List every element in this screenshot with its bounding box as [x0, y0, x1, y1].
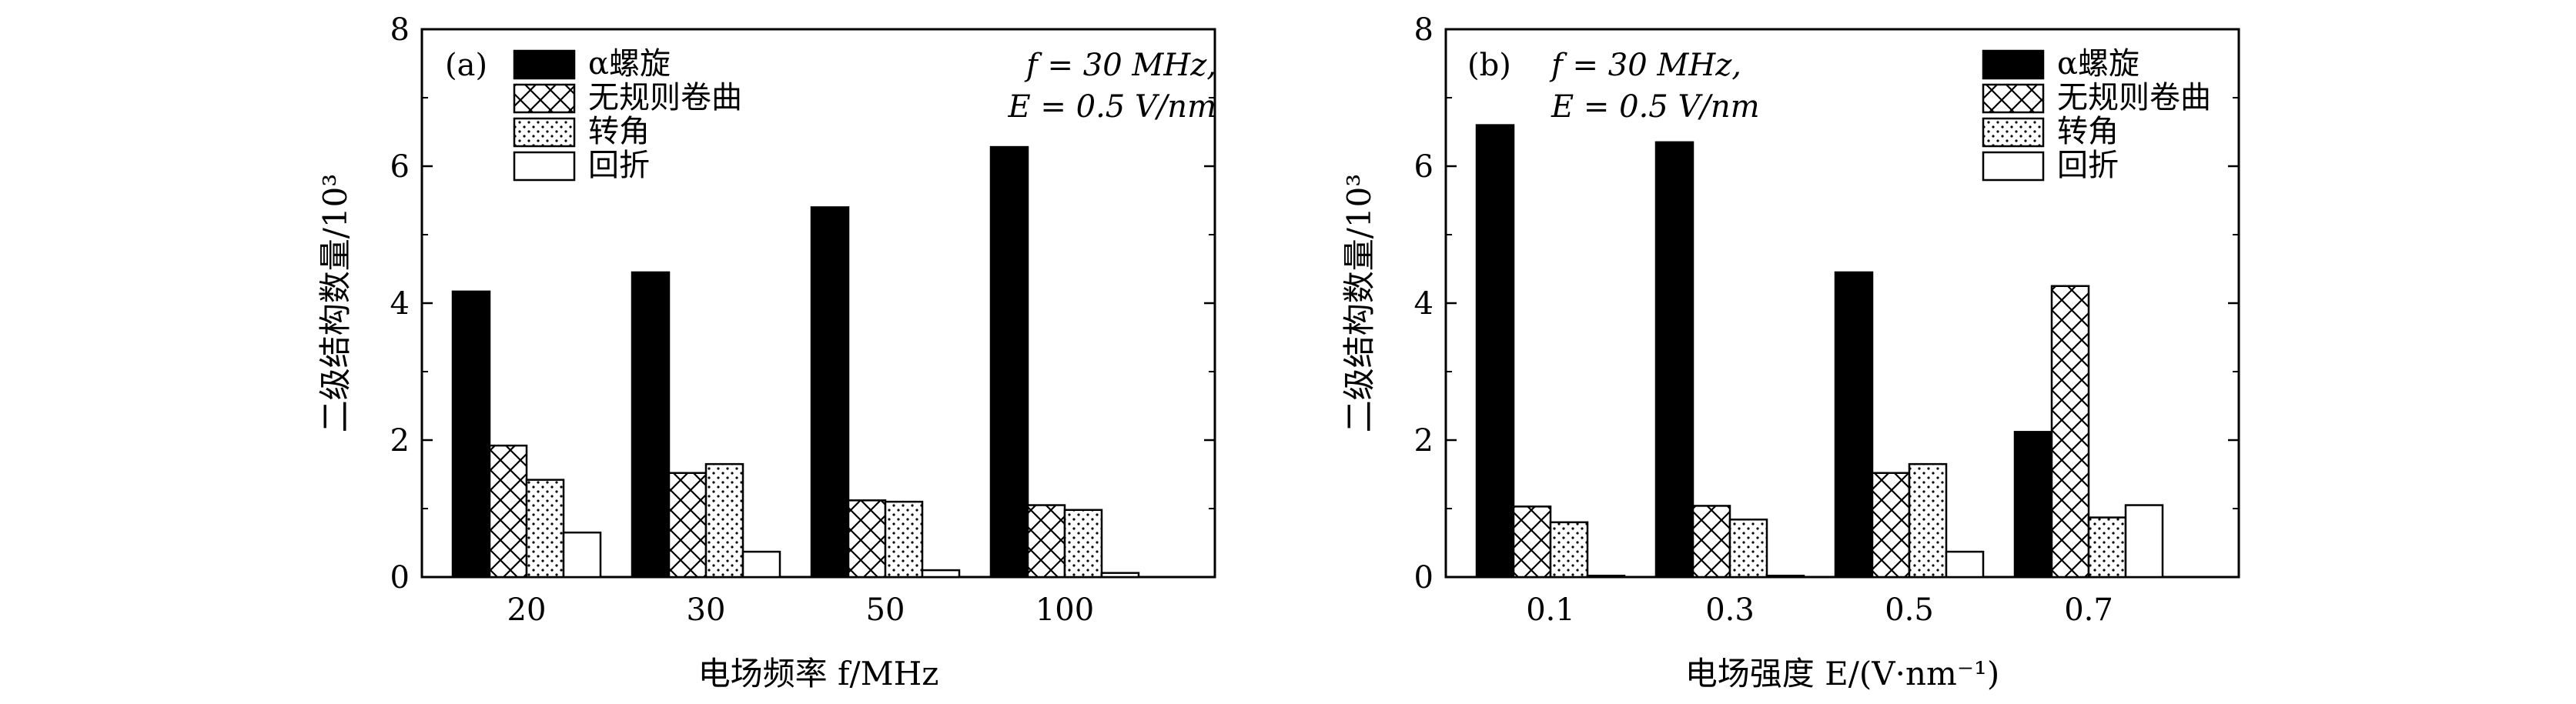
x-axis-title: 电场频率 f/MHz [698, 655, 939, 692]
y-axis: 0 2 4 6 8 [390, 12, 1215, 596]
y-tick-label: 0 [1414, 560, 1434, 596]
x-tick-label: 100 [1035, 592, 1094, 628]
legend-swatch [513, 151, 576, 182]
bar [488, 444, 528, 579]
x-tick-label: 20 [507, 592, 547, 628]
annotation-line-2: E = 0.5 V/nm [1007, 89, 1216, 125]
x-tick-label: 30 [687, 592, 726, 628]
bar [1908, 462, 1948, 579]
y-tick-label: 8 [390, 12, 410, 48]
legend-label: 回折 [588, 148, 650, 183]
bar [451, 290, 491, 579]
annotation-line-2: E = 0.5 V/nm [1551, 89, 1760, 125]
legend-swatch [1982, 49, 2045, 80]
legend-label: 无规则卷曲 [2057, 80, 2211, 115]
legend-label: 无规则卷曲 [588, 80, 742, 115]
y-tick-label: 2 [390, 423, 410, 459]
bar [810, 206, 850, 579]
y-tick-label: 4 [1414, 286, 1434, 322]
bar [2013, 431, 2053, 579]
bar [1063, 509, 1103, 579]
y-tick-label: 0 [390, 560, 410, 596]
annotation-line-1: f = 30 MHz, [1024, 48, 1216, 83]
bar [1691, 505, 1731, 579]
y-tick-label: 4 [390, 286, 410, 322]
panel-label: (b) [1467, 48, 1511, 83]
bar [741, 550, 781, 579]
x-tick-label: 50 [866, 592, 905, 628]
x-tick-label: 0.1 [1526, 592, 1575, 628]
legend-swatch [1982, 151, 2045, 182]
legend-swatch [1982, 117, 2045, 148]
legend-label: α螺旋 [2057, 46, 2139, 82]
legend-swatch [1982, 83, 2045, 114]
x-axis: 0.1 0.3 0.5 0.7 [1526, 592, 2113, 628]
panel-a: 0 2 4 6 8 20 30 50 100 (a) f = 30 MHz, E = 0.5 … [316, 12, 1216, 692]
legend-swatch [513, 83, 576, 114]
x-tick-label: 0.3 [1705, 592, 1755, 628]
bar [1654, 141, 1694, 579]
bar [1586, 574, 1626, 579]
bar [1100, 572, 1140, 579]
bar [2124, 504, 2164, 579]
bar [562, 531, 602, 579]
bar [1512, 505, 1552, 579]
y-tick-label: 6 [1414, 149, 1434, 185]
bar [525, 479, 565, 579]
annotation-line-1: f = 30 MHz, [1549, 48, 1741, 83]
y-tick-label: 2 [1414, 423, 1434, 459]
y-axis: 0 2 4 6 8 [1414, 12, 2239, 596]
y-axis-title: 二级结构数量/10³ [316, 174, 354, 432]
x-axis-title: 电场强度 E/(V·nm⁻¹) [1685, 655, 2000, 692]
bar [2050, 285, 2090, 579]
legend-swatch [513, 117, 576, 148]
legend-label: 回折 [2057, 148, 2119, 183]
x-tick-label: 0.7 [2064, 592, 2113, 628]
bar [1728, 518, 1768, 579]
bar [631, 271, 671, 579]
legend-label: 转角 [588, 114, 650, 149]
bar [921, 569, 961, 579]
bar [2087, 516, 2127, 579]
bar [667, 472, 708, 579]
bars [1475, 124, 2164, 579]
y-tick-label: 8 [1414, 12, 1434, 48]
y-axis-title: 二级结构数量/10³ [1340, 174, 1378, 432]
bar [1549, 521, 1589, 579]
bar [847, 499, 887, 579]
bar [1871, 472, 1911, 579]
legend-swatch [513, 49, 576, 80]
x-tick-label: 0.5 [1885, 592, 1934, 628]
bar [1945, 550, 1985, 579]
y-tick-label: 6 [390, 149, 410, 185]
panel-label: (a) [445, 48, 487, 83]
x-axis: 20 30 50 100 [507, 592, 1095, 628]
bar [1765, 574, 1805, 579]
bar [989, 145, 1029, 579]
bar [704, 462, 744, 579]
bar [1475, 124, 1515, 579]
legend-label: α螺旋 [588, 46, 671, 82]
bar [1026, 504, 1066, 579]
panel-b: 0 2 4 6 8 0.1 0.3 0.5 0.7 (b) f = 30 MHz, E = 0… [1340, 12, 2240, 692]
legend-label: 转角 [2057, 114, 2119, 149]
bar [884, 500, 924, 579]
bar [1834, 271, 1874, 579]
bars [451, 145, 1140, 579]
